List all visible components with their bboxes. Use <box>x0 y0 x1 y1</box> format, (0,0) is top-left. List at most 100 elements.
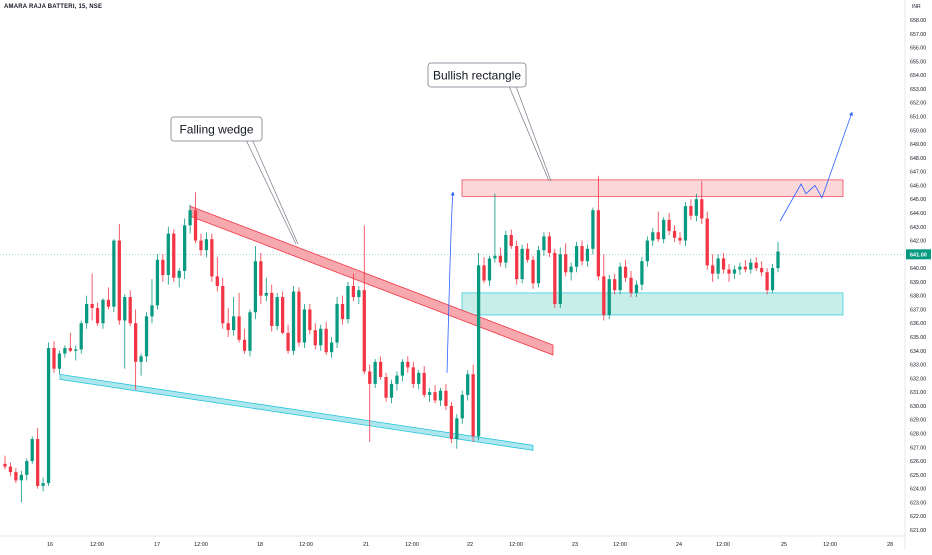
candle <box>558 247 562 309</box>
candle <box>667 212 671 236</box>
price-tick-label: 632.00 <box>910 376 926 382</box>
falling-wedge-callout-text: Falling wedge <box>179 123 253 137</box>
candle <box>232 297 236 336</box>
price-axis[interactable]: 621.00 622.00 623.00 624.00 625.00 626.00 627.… <box>904 0 931 550</box>
candle <box>25 458 29 481</box>
candle <box>57 350 62 375</box>
candle <box>368 364 372 442</box>
candle <box>237 292 241 343</box>
candle-body <box>525 248 530 260</box>
candle <box>286 324 290 354</box>
candle <box>444 383 448 411</box>
candle-body <box>19 474 23 481</box>
candle-body <box>275 297 279 326</box>
candle <box>199 233 203 256</box>
candle-body <box>139 356 143 362</box>
candle <box>536 246 541 288</box>
candle <box>564 243 568 277</box>
time-tick-label: 12:00 <box>299 542 313 548</box>
candle <box>297 287 301 347</box>
candle <box>384 372 388 402</box>
candle <box>8 462 13 477</box>
candle-body <box>95 308 100 324</box>
candle-body <box>155 259 160 306</box>
candle <box>651 228 655 247</box>
candle-body <box>460 394 464 419</box>
candle <box>770 263 775 293</box>
time-tick-label: 23 <box>572 542 578 548</box>
candle-body <box>68 348 72 351</box>
candle <box>85 295 89 329</box>
candle <box>41 477 45 492</box>
price-tick-label: 633.00 <box>910 363 926 369</box>
candle <box>411 361 415 389</box>
bullish-rectangle-callout-text: Bullish rectangle <box>433 69 521 83</box>
candle-body <box>634 284 639 293</box>
candle-body <box>79 323 83 350</box>
candle-body <box>368 371 372 384</box>
candle-body <box>640 261 644 285</box>
candle-body <box>509 235 513 247</box>
projection-path <box>779 111 853 222</box>
time-axis[interactable]: 16 12:00 17 12:00 18 12:00 21 12:00 22 12:00 23 12:… <box>0 535 905 548</box>
candle-body <box>63 348 67 354</box>
candle <box>689 199 693 220</box>
resistance-zone <box>461 179 844 197</box>
candle <box>569 262 573 281</box>
price-tick-label: 622.00 <box>910 514 926 520</box>
price-tick-label: 623.00 <box>910 500 926 506</box>
candle-body <box>215 276 219 287</box>
time-tick-label: 21 <box>363 542 369 548</box>
candle <box>482 257 486 284</box>
candle-body <box>117 240 121 321</box>
candle-body <box>25 461 29 475</box>
time-tick-label: 22 <box>467 542 473 548</box>
candle <box>291 286 296 355</box>
candle <box>749 258 753 274</box>
candle <box>732 265 737 280</box>
candle <box>700 181 704 224</box>
candle-body <box>248 312 252 351</box>
candle-body <box>645 240 649 262</box>
candle <box>313 323 317 350</box>
price-tick-label: 631.00 <box>910 390 926 396</box>
candle-body <box>204 239 209 251</box>
candle-body <box>716 258 720 274</box>
candle-body <box>166 233 170 275</box>
candle <box>362 225 366 375</box>
candle-body <box>286 332 290 351</box>
candle <box>324 321 328 355</box>
price-tick-label: 635.00 <box>910 335 926 341</box>
candle-body <box>770 268 775 291</box>
candle-body <box>362 290 366 372</box>
candle-body <box>291 291 296 351</box>
candle-body <box>536 250 541 284</box>
candle-body <box>542 236 546 251</box>
candle <box>134 309 138 390</box>
candle-body <box>689 206 693 216</box>
time-tick-label: 12:00 <box>823 542 837 548</box>
candle-body <box>36 439 40 486</box>
candle-body <box>14 472 18 481</box>
candle <box>389 379 394 404</box>
candle-body <box>41 483 45 486</box>
candle-body <box>188 210 192 226</box>
wedge-lower-trendline <box>59 373 534 451</box>
candle <box>776 241 780 273</box>
candle <box>259 252 263 304</box>
candle <box>95 302 100 326</box>
candle-body <box>591 210 595 249</box>
candle-body <box>438 390 443 401</box>
price-tick-label: 628.00 <box>910 432 926 438</box>
candle-body <box>629 277 633 293</box>
candle <box>743 259 747 273</box>
last-price-tag-text: 641.00 <box>910 253 927 259</box>
candle-body <box>101 299 105 324</box>
candle <box>542 232 546 256</box>
candle-body <box>427 392 432 395</box>
price-tick-label: 653.00 <box>910 87 926 93</box>
candle <box>221 277 225 329</box>
candle-body <box>313 330 317 346</box>
